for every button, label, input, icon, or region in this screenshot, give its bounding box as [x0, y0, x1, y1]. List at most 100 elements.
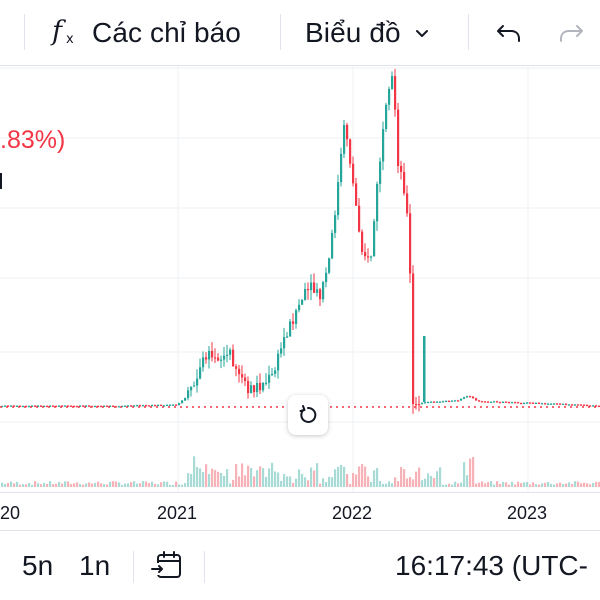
volume-bar	[502, 481, 505, 487]
volume-bar	[421, 480, 424, 487]
legend-marker	[0, 173, 2, 189]
candle-body	[382, 129, 385, 162]
volume-bar	[52, 484, 55, 487]
candle-body	[511, 402, 514, 404]
candle-body	[499, 402, 502, 404]
volume-bar	[442, 484, 445, 487]
candle-body	[88, 405, 91, 407]
volume-bar	[277, 472, 280, 487]
volume-bar	[79, 484, 82, 487]
candle-body	[79, 405, 82, 407]
volume-bar	[34, 481, 37, 487]
candle-body	[412, 273, 415, 404]
candle-body	[256, 382, 259, 393]
candle-body	[4, 405, 7, 407]
candle-body	[52, 405, 55, 407]
volume-bar	[328, 476, 331, 487]
candle-body	[43, 405, 46, 408]
volume-bar	[451, 484, 454, 487]
volume-bar	[22, 484, 25, 487]
volume-bar	[343, 466, 346, 487]
candle-body	[559, 403, 562, 405]
candle-body	[22, 405, 25, 408]
candle-body	[319, 289, 322, 300]
volume-bar	[532, 482, 535, 487]
candle-body	[85, 405, 88, 407]
candle-body	[166, 404, 169, 407]
candle-body	[466, 396, 469, 398]
volume-bar	[226, 469, 229, 487]
candle-body	[427, 401, 430, 404]
candle-body	[508, 402, 511, 404]
reset-chart-button[interactable]	[288, 395, 328, 435]
volume-bar	[544, 482, 547, 487]
candle-body	[1, 405, 4, 408]
volume-bar	[49, 481, 52, 487]
volume-bar	[520, 483, 523, 487]
volume-bar	[40, 484, 43, 487]
chart-type-button[interactable]: Biểu đồ	[305, 0, 429, 66]
candle-body	[235, 366, 238, 369]
candle-body	[373, 221, 376, 257]
candle-body	[241, 374, 244, 378]
candle-body	[106, 405, 109, 407]
candle-body	[262, 382, 265, 391]
volume-bar	[526, 482, 529, 487]
candle-body	[568, 404, 571, 406]
candle-body	[139, 405, 142, 407]
volume-bar	[352, 473, 355, 487]
candle-body	[361, 231, 364, 253]
redo-button[interactable]	[556, 0, 586, 66]
volume-bar	[88, 482, 91, 487]
candle-body	[301, 299, 304, 305]
volume-bar	[595, 481, 598, 487]
candle-body	[595, 405, 598, 407]
toolbar-divider	[280, 14, 281, 50]
candle-body	[304, 289, 307, 300]
volume-bar	[133, 481, 136, 487]
candle-body	[316, 289, 319, 293]
candle-body	[13, 405, 16, 407]
range-1y-button[interactable]: 1n	[79, 550, 111, 581]
volume-bar	[400, 467, 403, 487]
volume-bar	[301, 473, 304, 487]
bottom-divider	[133, 551, 134, 583]
time-axis-label: 20	[0, 503, 21, 523]
volume-bar	[76, 482, 79, 487]
volume-bar	[259, 466, 262, 487]
candle-body	[406, 193, 409, 214]
candle-body	[310, 282, 313, 291]
date-range-button[interactable]	[150, 531, 184, 600]
candle-body	[277, 353, 280, 371]
candle-body	[544, 403, 547, 405]
undo-button[interactable]	[494, 0, 524, 66]
volume-bar	[472, 457, 475, 487]
candle-body	[505, 401, 508, 403]
candle-body	[355, 183, 358, 206]
candle-body	[313, 282, 316, 293]
candle-body	[364, 252, 367, 257]
candle-body	[73, 405, 76, 408]
volume-bar	[94, 483, 97, 487]
volume-bar	[286, 476, 289, 487]
candle-body	[580, 404, 583, 406]
candle-body	[295, 310, 298, 324]
volume-bar	[475, 483, 478, 487]
candle-body	[250, 385, 253, 394]
bottom-toolbar: 5n 1n 16:17:43 (UTC-	[0, 530, 600, 600]
undo-icon	[497, 25, 520, 42]
candle-body	[418, 404, 421, 406]
candle-body	[265, 382, 268, 384]
volume-bar	[283, 474, 286, 487]
candle-body	[214, 357, 217, 359]
candle-body	[259, 382, 262, 391]
time-axis-label: 2021	[156, 503, 198, 523]
volume-bar	[388, 481, 391, 487]
clock-timezone-button[interactable]: 16:17:43 (UTC-	[395, 550, 588, 581]
time-axis[interactable]: 20 2021 2022 2023	[0, 492, 600, 530]
candle-body	[94, 405, 97, 408]
volume-bar	[82, 484, 85, 487]
candle-body	[403, 171, 406, 194]
range-5y-button[interactable]: 5n	[22, 550, 54, 581]
